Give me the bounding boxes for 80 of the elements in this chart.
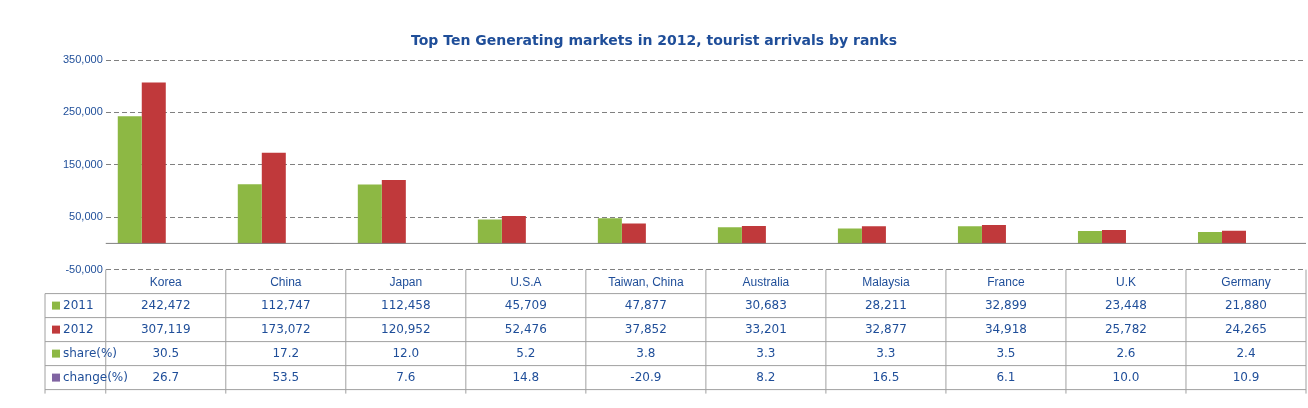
data-label: 14.8 — [512, 369, 540, 384]
y-tick-label: 150,000 — [63, 157, 103, 170]
data-label: 21,880 — [1224, 297, 1267, 312]
x-tick-label: Australia — [742, 275, 790, 290]
data-label: 37,852 — [624, 321, 667, 336]
data-label: 30.5 — [152, 345, 180, 360]
data-label: 7.6 — [396, 369, 416, 384]
data-label: 25,782 — [1104, 321, 1147, 336]
data-label: 52,476 — [504, 321, 547, 336]
data-label: 32,899 — [984, 297, 1027, 312]
bar — [837, 228, 862, 244]
data-label: 6.1 — [996, 369, 1016, 384]
x-tick-label: Taiwan, China — [608, 275, 684, 290]
bar — [1077, 231, 1102, 244]
data-label: 3.3 — [756, 345, 776, 360]
x-tick-label: Malaysia — [862, 275, 910, 290]
data-label: 33,201 — [744, 321, 787, 336]
data-label: 307,119 — [140, 321, 191, 336]
data-label: -20.9 — [630, 369, 662, 384]
data-label: 3.8 — [636, 345, 656, 360]
legend-label: share(%) — [63, 345, 118, 360]
data-label: 112,747 — [260, 297, 311, 312]
data-label: 10.0 — [1112, 369, 1140, 384]
x-tick-label: Japan — [389, 275, 423, 290]
bar — [237, 184, 262, 244]
bar — [1197, 231, 1222, 244]
bar — [1101, 229, 1126, 244]
data-label: 10.9 — [1232, 369, 1260, 384]
data-label: 3.3 — [876, 345, 896, 360]
data-label: 12.0 — [392, 345, 420, 360]
bar — [861, 226, 886, 244]
data-label: 120,952 — [381, 321, 431, 336]
x-tick-label: U.S.A — [510, 275, 542, 290]
y-tick-label: -50,000 — [65, 262, 103, 275]
data-label: 24,265 — [1224, 321, 1267, 336]
bar — [597, 218, 622, 244]
data-label: 28,211 — [864, 297, 907, 312]
data-label: 242,472 — [140, 297, 191, 312]
bar — [957, 226, 982, 244]
x-tick-label: Korea — [149, 275, 183, 290]
y-tick-label: 350,000 — [63, 53, 103, 66]
bar — [117, 116, 142, 244]
data-label: 2.6 — [1116, 345, 1136, 360]
data-label: 3.5 — [996, 345, 1016, 360]
data-label: 45,709 — [504, 297, 547, 312]
data-label: 34,918 — [984, 321, 1027, 336]
x-tick-label: U.K — [1115, 275, 1136, 290]
bar — [741, 226, 766, 244]
x-tick-label: China — [270, 275, 302, 290]
bar — [621, 223, 646, 244]
data-label: 5.2 — [516, 345, 536, 360]
bar — [1221, 230, 1246, 244]
data-label: 2.4 — [1236, 345, 1256, 360]
data-label: 30,683 — [744, 297, 787, 312]
bar — [381, 180, 406, 244]
data-label: 112,458 — [381, 297, 431, 312]
legend-label: 2012 — [63, 321, 94, 336]
y-tick-label: 50,000 — [69, 210, 103, 223]
legend-label: 2011 — [63, 297, 94, 312]
data-label: 23,448 — [1104, 297, 1147, 312]
bar — [357, 184, 382, 244]
bar — [717, 227, 742, 244]
data-label: 26.7 — [152, 369, 180, 384]
bar — [141, 82, 166, 244]
chart-title: Top Ten Generating markets in 2012, tourist arrivals by ranks — [410, 32, 898, 48]
y-tick-label: 250,000 — [63, 105, 103, 118]
data-label: 16.5 — [872, 369, 900, 384]
bar — [477, 219, 502, 244]
data-label: 53.5 — [272, 369, 300, 384]
bar — [501, 215, 526, 244]
bar — [261, 152, 286, 244]
data-label: 17.2 — [272, 345, 300, 360]
x-tick-label: France — [987, 275, 1025, 290]
data-label: 32,877 — [864, 321, 907, 336]
bar — [981, 225, 1006, 244]
data-label: 8.2 — [756, 369, 776, 384]
legend-label: change(%) — [63, 369, 128, 384]
data-label: 173,072 — [260, 321, 311, 336]
x-tick-label: Germany — [1221, 275, 1271, 290]
data-label: 47,877 — [624, 297, 667, 312]
